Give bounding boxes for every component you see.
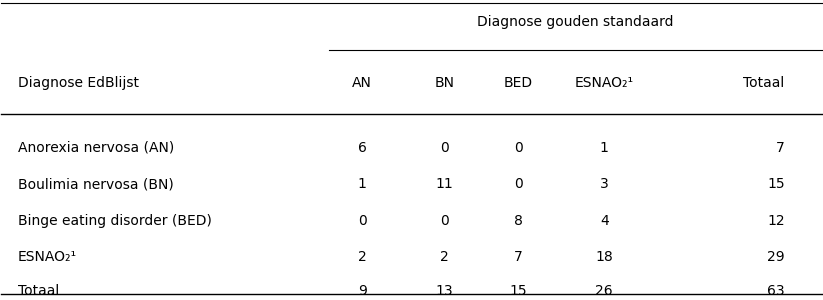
- Text: Anorexia nervosa (AN): Anorexia nervosa (AN): [18, 141, 174, 155]
- Text: Binge eating disorder (BED): Binge eating disorder (BED): [18, 214, 212, 228]
- Text: 0: 0: [514, 141, 523, 155]
- Text: 3: 3: [600, 177, 609, 191]
- Text: 13: 13: [435, 284, 453, 298]
- Text: 0: 0: [440, 214, 449, 228]
- Text: 18: 18: [595, 250, 613, 264]
- Text: BED: BED: [504, 76, 532, 90]
- Text: 26: 26: [595, 284, 613, 298]
- Text: 12: 12: [767, 214, 784, 228]
- Text: 0: 0: [440, 141, 449, 155]
- Text: BN: BN: [435, 76, 454, 90]
- Text: 1: 1: [358, 177, 367, 191]
- Text: Totaal: Totaal: [18, 284, 59, 298]
- Text: 8: 8: [514, 214, 523, 228]
- Text: 4: 4: [600, 214, 609, 228]
- Text: Totaal: Totaal: [743, 76, 784, 90]
- Text: 15: 15: [509, 284, 527, 298]
- Text: Diagnose EdBlijst: Diagnose EdBlijst: [18, 76, 139, 90]
- Text: Boulimia nervosa (BN): Boulimia nervosa (BN): [18, 177, 174, 191]
- Text: 2: 2: [358, 250, 367, 264]
- Text: ESNAO₂¹: ESNAO₂¹: [18, 250, 77, 264]
- Text: 6: 6: [358, 141, 367, 155]
- Text: 9: 9: [358, 284, 367, 298]
- Text: AN: AN: [352, 76, 372, 90]
- Text: 29: 29: [767, 250, 784, 264]
- Text: 11: 11: [435, 177, 453, 191]
- Text: 2: 2: [440, 250, 449, 264]
- Text: 7: 7: [776, 141, 784, 155]
- Text: ESNAO₂¹: ESNAO₂¹: [574, 76, 634, 90]
- Text: 0: 0: [514, 177, 523, 191]
- Text: 15: 15: [767, 177, 784, 191]
- Text: 0: 0: [358, 214, 367, 228]
- Text: 63: 63: [767, 284, 784, 298]
- Text: Diagnose gouden standaard: Diagnose gouden standaard: [477, 15, 674, 29]
- Text: 1: 1: [600, 141, 609, 155]
- Text: 7: 7: [514, 250, 523, 264]
